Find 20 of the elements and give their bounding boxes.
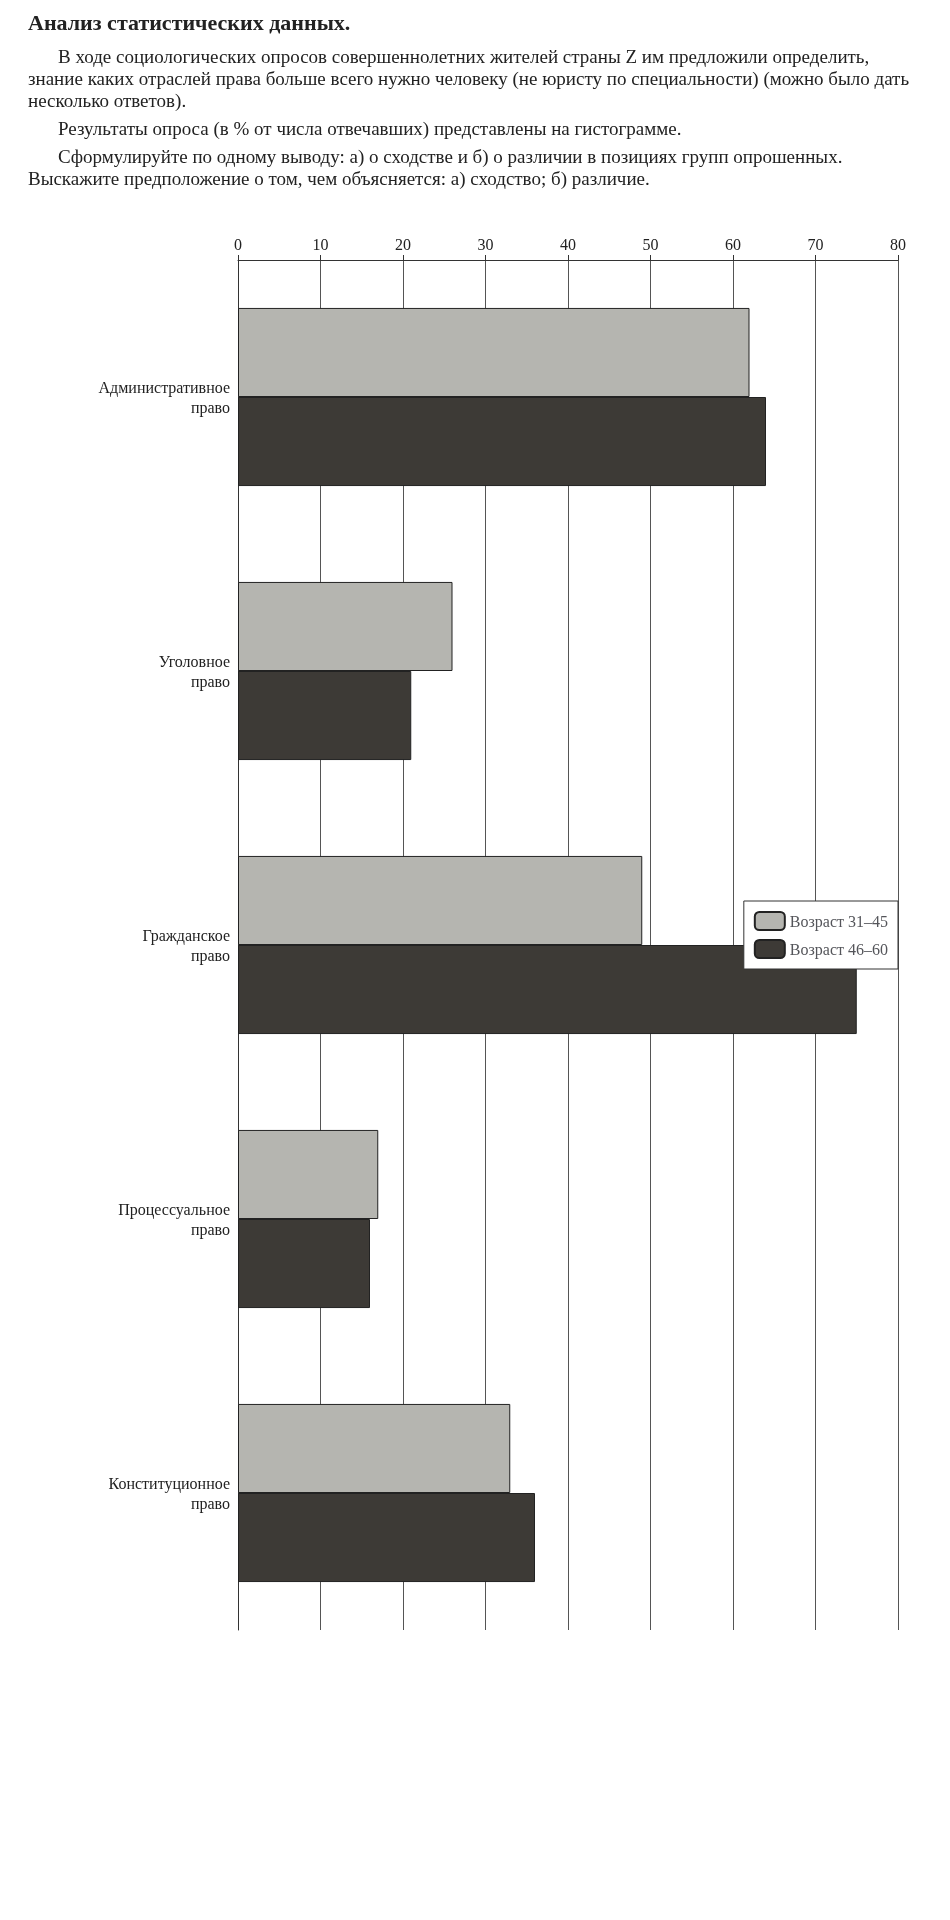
text: Результаты опроса (в % от числа отвечавших) представлены на гистограмме. xyxy=(57,118,683,140)
legend-label: Возраст 31–45 xyxy=(789,912,888,931)
legend-label: Возраст 46–60 xyxy=(789,940,888,959)
x-tick-label: 10 xyxy=(312,235,329,253)
chart-title: Анализ статистических данных. xyxy=(28,10,352,36)
x-tick-label: 80 xyxy=(890,235,906,253)
text: В ходе социологических опросов совершеннолетних жителей страны Z им предложили определить, знание каких отраслей права больше всего нужно человеку (не юристу по специальности) (можно было дать несколько ответов). xyxy=(28,46,911,112)
x-tick-label: 50 xyxy=(642,235,659,253)
y-tick-label: Уголовное право xyxy=(158,652,230,691)
x-tick-label: 60 xyxy=(725,235,741,253)
text: Сформулируйте по одному выводу: а) о сходстве и б) о различии в позициях групп опрошенных. Выскажите предположение о том, чем объясняется: а) сходство; б) различие. xyxy=(28,146,844,190)
x-tick-label: 30 xyxy=(477,235,494,253)
x-tick-label: 0 xyxy=(234,235,242,253)
y-tick-label: Конституционное право xyxy=(108,1474,230,1513)
x-tick-label: 40 xyxy=(560,235,576,253)
y-tick-label: Гражданское право xyxy=(142,926,230,965)
x-tick-label: 20 xyxy=(395,235,411,253)
y-tick-label: Административное право xyxy=(98,378,230,417)
y-tick-label: Процессуальное право xyxy=(118,1200,230,1239)
x-tick-label: 70 xyxy=(807,235,824,253)
